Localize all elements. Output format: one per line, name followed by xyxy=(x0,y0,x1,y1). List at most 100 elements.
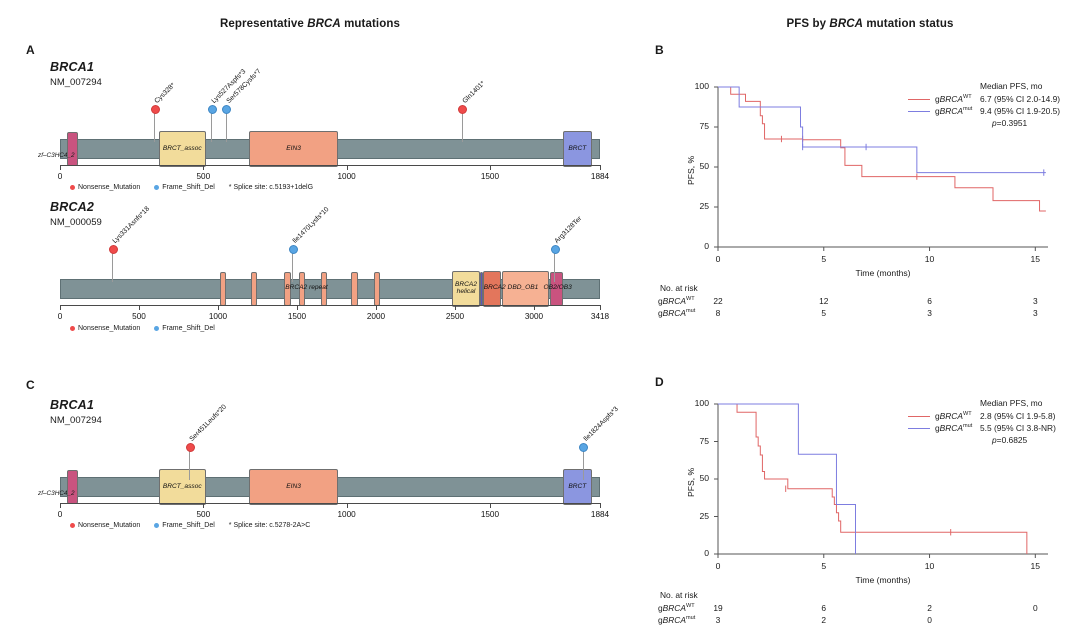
legend-line-swatch xyxy=(908,416,930,418)
mutation-pin-head-blue[interactable] xyxy=(288,245,298,254)
risk-value: 5 xyxy=(821,308,827,318)
risk-value: 0 xyxy=(1032,603,1038,613)
lollipop-legend-panel-a: Nonsense_Mutation Frame_Shift_Del * Splice… xyxy=(70,184,313,191)
y-axis-tick-label: 50 xyxy=(699,161,709,171)
domain-brca2-repeat-1-panel-a2 xyxy=(219,272,226,306)
right-figure-title: PFS by BRCA mutation status xyxy=(700,18,1040,30)
x-axis-tick-label: 0 xyxy=(715,254,721,264)
mutation-pin-head-red[interactable] xyxy=(108,245,118,254)
axis-tick xyxy=(60,503,61,508)
mutation-pin-stem xyxy=(154,111,155,142)
km-curve-gbrca-mut xyxy=(718,403,856,554)
y-axis-tick-label: 25 xyxy=(699,510,709,521)
risk-value: 0 xyxy=(927,615,932,625)
x-axis-tick-label: 5 xyxy=(821,254,827,264)
right-title-pre: PFS by xyxy=(786,18,830,30)
mutation-pin-stem xyxy=(211,111,213,142)
domain-label: BRCT xyxy=(568,482,587,490)
axis-tick-label: 1000 xyxy=(208,312,228,321)
domain-label: BRCA2 helical xyxy=(455,281,478,295)
axis-tick-label: 0 xyxy=(57,172,63,181)
risk-value: 3 xyxy=(1032,296,1038,306)
splice-site-legend-label: * Splice site: c.5193+1delG xyxy=(228,184,314,191)
left-figure-title: Representative BRCA mutations xyxy=(40,18,580,30)
axis-line-panel-c xyxy=(60,503,600,504)
legend-line-swatch xyxy=(908,99,930,101)
risk-value: 6 xyxy=(927,296,932,306)
axis-tick-label: 1000 xyxy=(337,510,356,519)
nonsense-legend-dot xyxy=(70,326,75,331)
y-axis-tick-label: 0 xyxy=(704,548,709,558)
axis-tick-label: 500 xyxy=(196,172,211,181)
axis-tick xyxy=(346,165,348,170)
mutation-pin-stem xyxy=(189,449,191,480)
legend-group-label: gBRCAmut xyxy=(935,106,973,116)
mutation-pin-stem xyxy=(225,111,227,142)
domain-brca2-repeat-2-panel-a2 xyxy=(251,272,258,306)
domain-label: BRCT_assoc xyxy=(162,144,202,152)
mutation-label: Arg3128Ter xyxy=(553,215,584,245)
frameshift-legend-label: Frame_Shift_Del xyxy=(162,184,215,191)
mutation-pin-stem xyxy=(112,251,114,282)
splice-site-legend-label: * Splice site: c.5278-2A>C xyxy=(228,522,311,529)
mutation-pin-stem xyxy=(582,449,584,480)
mutation-pin-head-blue[interactable] xyxy=(550,245,560,254)
x-axis-tick-label: 15 xyxy=(1030,254,1041,264)
risk-value: 19 xyxy=(713,603,723,613)
panel-letter-a: A xyxy=(26,43,35,57)
risk-value: 2 xyxy=(821,615,827,625)
mutation-pin-head-red[interactable] xyxy=(458,105,468,114)
mutation-pin-head-blue[interactable] xyxy=(222,105,232,114)
axis-tick xyxy=(296,305,298,310)
domain-brct-panel-a: BRCT xyxy=(563,131,592,167)
x-axis-tick-label: 15 xyxy=(1030,561,1041,571)
axis-tick xyxy=(346,503,348,508)
domain-ob2-ob3-panel-a2 xyxy=(502,271,549,307)
axis-tick xyxy=(489,503,491,508)
mutation-pin-stem xyxy=(292,251,294,282)
axis-tick-label: 2000 xyxy=(366,312,386,321)
risk-value: 6 xyxy=(821,603,827,613)
x-axis-tick-label: 10 xyxy=(924,254,935,264)
axis-tick xyxy=(600,165,601,170)
mutation-pin-head-red[interactable] xyxy=(150,105,160,114)
lollipop-legend-panel-a2: Nonsense_Mutation Frame_Shift_Del xyxy=(70,325,229,332)
axis-tick xyxy=(533,305,535,310)
km-curve-gbrca-wt xyxy=(718,403,1028,554)
axis-tick xyxy=(489,165,491,170)
domain-ring-panel-c xyxy=(66,470,79,504)
km-curve-gbrca-wt xyxy=(718,86,1046,212)
mutation-label: Cys328* xyxy=(153,81,177,105)
mutation-pin-head-blue[interactable] xyxy=(207,105,217,114)
mutation-pin-head-red[interactable] xyxy=(185,443,195,452)
domain-ein3-panel-a: EIN3 xyxy=(249,131,339,167)
left-title-pre: Representative xyxy=(220,18,308,30)
domain-label: BRCT xyxy=(568,144,587,152)
risk-value: 3 xyxy=(1032,308,1038,318)
domain-label-zf-c3hc4-2-panel-a: zf–C3HC4_2 xyxy=(38,152,75,159)
axis-tick xyxy=(375,305,377,310)
y-axis-tick-label: 75 xyxy=(699,121,709,131)
lollipop-plot-brca1-c: BRCA1 NM_007294 zf–C3HC4_2 BRCT_assoc EIN3 BR… xyxy=(0,390,620,570)
overlay-domain-label-panel-a2: BRCA2 DBD_OB1 xyxy=(483,284,539,291)
domain-label-zf-c3hc4-2-panel-c: zf–C3HC4_2 xyxy=(38,490,75,497)
legend-group-label: gBRCAmut xyxy=(935,423,973,433)
panel-letter-c: C xyxy=(26,378,35,392)
x-axis-tick-label: 5 xyxy=(821,561,827,571)
legend-line-swatch xyxy=(908,111,930,113)
axis-tick-label: 3418 xyxy=(590,312,610,321)
risk-row-label: gBRCAWT xyxy=(658,296,695,306)
domain-brct-panel-c: BRCT xyxy=(563,469,592,505)
right-title-gene: BRCA xyxy=(829,18,864,30)
axis-tick xyxy=(60,165,61,170)
domain-label: EIN3 xyxy=(286,144,301,152)
y-axis-tick-label: 25 xyxy=(699,201,709,211)
legend-median-value: 9.4 (95% CI 1.9-20.5) xyxy=(980,106,1061,116)
axis-line-panel-a2 xyxy=(60,305,600,306)
nonsense-legend-label: Nonsense_Mutation xyxy=(78,522,141,529)
legend-group-label: gBRCAWT xyxy=(935,94,972,104)
mutation-pin-head-blue[interactable] xyxy=(579,443,589,452)
axis-tick-label: 1000 xyxy=(337,172,356,181)
x-axis-title: Time (months) xyxy=(855,575,911,585)
risk-value: 3 xyxy=(927,308,932,318)
